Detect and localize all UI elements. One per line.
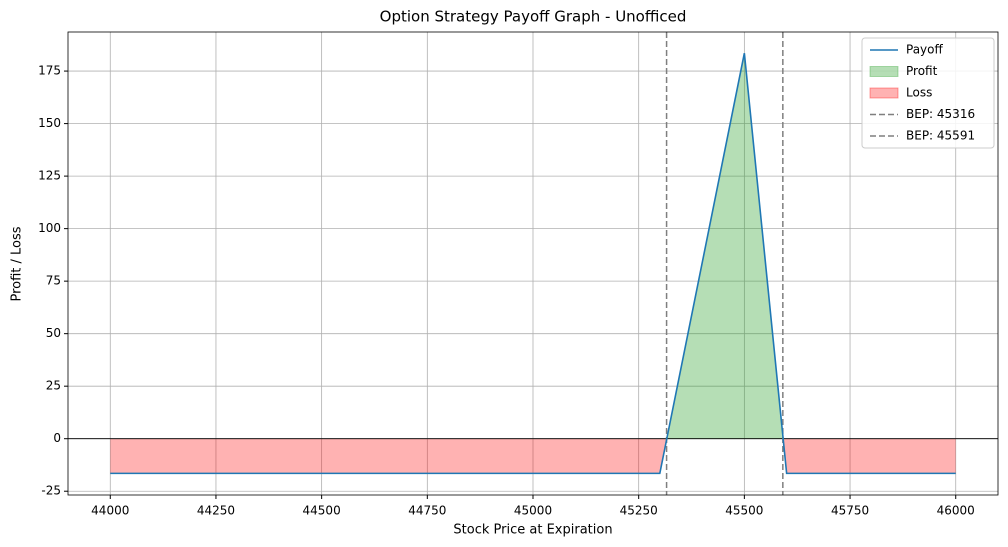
y-tick-label: -25 [41,484,61,498]
legend-label: Payoff [906,43,943,57]
y-tick-label: 125 [38,169,61,183]
y-tick-label: 100 [38,221,61,235]
y-tick-label: 75 [46,274,61,288]
fill-area [783,438,956,474]
y-tick-label: 175 [38,64,61,78]
x-tick-label: 44000 [91,504,129,518]
x-tick-label: 45500 [725,504,763,518]
y-tick-label: 50 [46,326,61,340]
y-axis-label: Profit / Loss [10,226,25,301]
y-tick-label: 25 [46,379,61,393]
chart-title: Option Strategy Payoff Graph - Unofficed [380,8,687,26]
plot-frame [67,31,999,496]
x-tick-label: 44500 [303,504,341,518]
legend-label: Profit [906,64,938,78]
x-tick-label: 46000 [937,504,975,518]
legend-swatch [869,87,899,99]
fill-area [110,438,667,474]
x-tick-label: 44750 [408,504,446,518]
y-tick-label: 150 [38,116,61,130]
payoff-line [110,53,956,475]
legend-label: Loss [906,86,932,100]
legend-swatch [869,66,899,77]
x-tick-label: 45000 [514,504,552,518]
y-tick-label: 0 [53,431,61,445]
fill-area [666,53,784,439]
x-tick-label: 45750 [831,504,869,518]
legend-label: BEP: 45316 [906,107,975,121]
legend-label: BEP: 45591 [906,129,975,143]
x-tick-label: 44250 [197,504,235,518]
legend-box [861,37,995,149]
x-tick-label: 45250 [620,504,658,518]
x-axis-label: Stock Price at Expiration [453,523,612,538]
